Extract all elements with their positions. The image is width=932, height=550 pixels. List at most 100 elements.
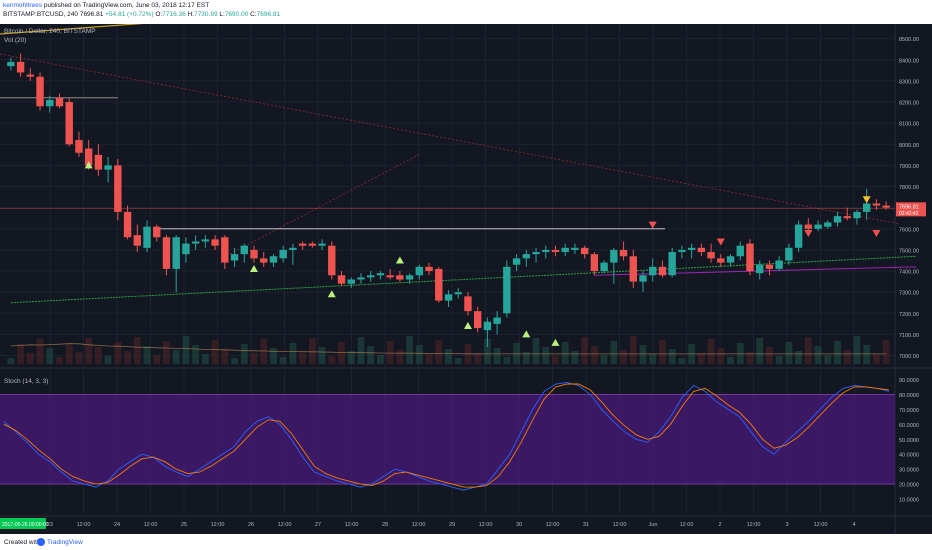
stoch-k-line [3,382,890,491]
time-tick-label: 25 [181,522,187,528]
candle-body [571,247,579,250]
time-tick-label: 30 [516,522,522,528]
volume-bar [85,338,93,364]
warning-signal-triangle [862,196,871,204]
symbol-ohlc-line: BITSTAMP:BTCUSD, 240 7696.81 +54.81 (+0.… [3,11,280,18]
candle-body [143,226,151,248]
candle-body [405,275,414,280]
volume-bar [221,349,229,364]
volume-bar [163,341,170,364]
time-tick-label: 12:00 [77,522,91,528]
volume-bar [250,353,258,364]
time-tick-label: 12:00 [747,522,761,528]
author-link[interactable]: kenmohltrees [3,2,43,9]
volume-bar [707,339,715,364]
buy-signal-triangle [551,338,560,346]
price-tick-label: 7300.00 [899,291,919,297]
chart-canvas[interactable]: 8500.00 8400.00 8300.00 8200.00 8100.00 8000.… [0,24,932,534]
candle-body [415,266,424,276]
price-tick-label: 8500.00 [899,37,919,43]
volume-bar [843,350,851,364]
candle-body [522,254,530,259]
volume-bar [454,358,462,364]
candle-body [240,245,248,255]
volume-bar [629,336,637,364]
volume-bar [240,344,248,364]
volume-bar [357,337,365,364]
candle-body [717,258,725,263]
volume-bar [552,356,559,364]
volume-bar [17,344,24,364]
volume-bar [746,352,754,364]
candle-body [658,266,667,276]
candle-body [756,264,764,274]
time-tick-label: 12:00 [345,522,359,528]
publication-header: kenmohltrees published on TradingView.co… [0,0,932,24]
symbol-label: BITSTAMP:BTCUSD, 240 [3,11,79,18]
volume-bar [415,345,423,364]
buy-signal-triangle [395,256,404,264]
volume-bar [717,348,725,364]
sell-signal-triangle [804,230,813,238]
candle-body [707,252,715,259]
footer: Created with TradingView [0,534,932,550]
candle-body [162,237,171,269]
volume-bar [785,342,793,364]
volume-bar [260,339,268,364]
chart-area[interactable]: 8500.00 8400.00 8300.00 8200.00 8100.00 8000.… [0,24,932,534]
gold-trendline [0,24,144,35]
volume-bar [425,354,433,364]
volume-bar [814,346,822,364]
candle-body [435,268,443,301]
time-tick-label: 12:00 [546,522,560,528]
candle-body [289,247,297,250]
time-tick-label: 12:00 [278,522,292,528]
volume-bar [308,338,316,364]
candle-body [512,258,521,265]
volume-bar [94,347,102,364]
price-tick-label: 8300.00 [899,79,919,85]
time-tick-label: 2 [718,522,721,528]
low-value: 7690.00 [224,11,249,18]
stoch-tick-label: 50.0000 [899,438,919,444]
candle-body [425,266,433,272]
candle-body [804,224,813,229]
volume-bar [386,341,394,364]
volume-bar [7,358,15,364]
candle-body [230,254,239,261]
price-tick-label: 8100.00 [899,122,919,128]
volume-bar [795,351,803,364]
candle-body [221,237,229,263]
volume-bar [367,346,375,364]
price-tick-label: 7100.00 [899,333,919,339]
volume-bar [65,343,73,364]
time-tick-label: 12:00 [412,522,426,528]
price-tick-label: 8200.00 [899,101,919,107]
candle-body [367,275,375,278]
volume-bar [299,352,307,364]
candle-body [298,243,307,246]
volume-legend: Vol (20) [4,37,27,44]
volume-bar [639,345,647,364]
stoch-tick-label: 10.0000 [899,498,919,504]
tradingview-link[interactable]: TradingView [47,539,83,546]
time-tick-label: 12:00 [814,522,828,528]
volume-bar [143,346,151,364]
open-value: 7716.36 [162,11,186,18]
candle-body [16,61,25,73]
sell-signal-triangle [872,230,881,238]
buy-signal-triangle [522,330,531,338]
price-tick-label: 7200.00 [899,312,919,318]
candle-body [668,252,676,276]
candle-body [639,275,647,282]
volume-bar [396,350,404,364]
volume-bar [289,343,297,364]
volume-bar [756,338,764,364]
candle-body [493,317,501,324]
volume-bar [124,351,131,364]
candle-body [84,148,93,166]
stoch-tick-label: 30.0000 [899,468,919,474]
stoch-tick-label: 20.0000 [899,483,919,489]
candle-body [746,243,754,272]
candle-body [347,279,355,284]
